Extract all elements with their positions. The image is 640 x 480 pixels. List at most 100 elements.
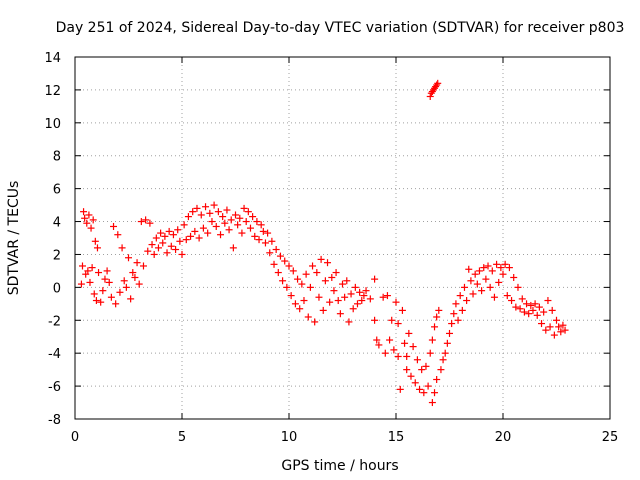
data-point [144,247,152,255]
data-point [339,280,346,288]
data-point [542,326,550,334]
data-point [129,269,137,277]
data-point [452,300,460,308]
data-point [261,239,269,247]
data-point [304,313,312,321]
data-point [167,242,175,250]
y-tick-label: 10 [44,117,61,132]
data-point [525,310,533,318]
data-point [266,249,274,257]
data-point [508,297,516,305]
data-point [548,306,556,314]
data-point [326,298,334,306]
x-tick-label: 25 [602,430,619,445]
x-axis-label: GPS time / hours [281,458,398,474]
data-point [546,323,554,331]
data-point [458,306,466,314]
data-point [379,293,387,301]
data-point [206,209,214,217]
chart-title: Day 251 of 2024, Sidereal Day-to-day VTE… [56,20,625,36]
data-point [394,352,402,360]
data-point [92,297,100,305]
data-point [416,385,424,393]
data-point [448,320,456,328]
y-tick-label: -2 [48,314,61,329]
data-point [80,208,88,216]
data-point [193,204,201,212]
data-point [317,255,325,263]
data-point [272,246,280,254]
data-point [279,277,287,285]
data-point [180,221,188,229]
data-point [195,234,203,242]
data-point [478,287,486,295]
data-point [246,224,254,232]
data-point [89,216,97,224]
data-point [332,269,340,277]
data-point [557,328,565,336]
data-point [413,356,421,364]
data-point [116,288,124,296]
data-point [87,224,95,232]
data-point [433,81,441,89]
data-point [347,290,355,298]
data-point [467,277,475,285]
data-point [107,293,115,301]
data-point [336,310,344,318]
data-point [349,305,357,313]
data-point [527,301,535,309]
data-point [217,231,225,239]
data-point [396,385,404,393]
data-point [529,306,537,314]
data-point [114,231,122,239]
y-tick-label: -4 [48,347,61,362]
data-point [306,283,314,291]
data-point [409,343,417,351]
data-point [456,292,464,300]
data-point [533,311,541,319]
data-point [407,372,415,380]
data-point [441,349,449,357]
y-tick-label: 2 [53,248,61,263]
data-point [550,331,558,339]
data-point [403,366,411,374]
data-point [381,349,389,357]
data-point [394,320,402,328]
data-point [358,297,366,305]
data-point [204,229,212,237]
data-point [225,226,233,234]
data-point [559,321,567,329]
data-point [405,329,413,337]
data-point [197,211,205,219]
data-point [281,257,289,265]
data-point [90,290,98,298]
grid-lines [75,57,610,419]
data-point [398,306,406,314]
data-point [238,229,246,237]
data-point [122,283,130,291]
data-point [118,244,126,252]
data-point [169,231,177,239]
data-point [341,293,349,301]
data-point [172,246,180,254]
data-point [152,234,160,242]
data-point [540,308,548,316]
data-point [328,273,336,281]
data-point [199,224,207,232]
x-tick-label: 5 [178,430,186,445]
data-point [484,262,492,270]
data-point [110,222,118,230]
data-point [146,219,154,227]
data-point [518,295,526,303]
data-point [482,275,490,283]
data-point [219,213,227,221]
data-point [101,275,109,283]
data-point [383,292,391,300]
data-point [78,262,86,270]
data-point [93,244,101,252]
data-point [503,292,511,300]
data-point [240,204,248,212]
data-point [232,211,239,219]
data-point [351,283,359,291]
data-point [255,236,263,244]
